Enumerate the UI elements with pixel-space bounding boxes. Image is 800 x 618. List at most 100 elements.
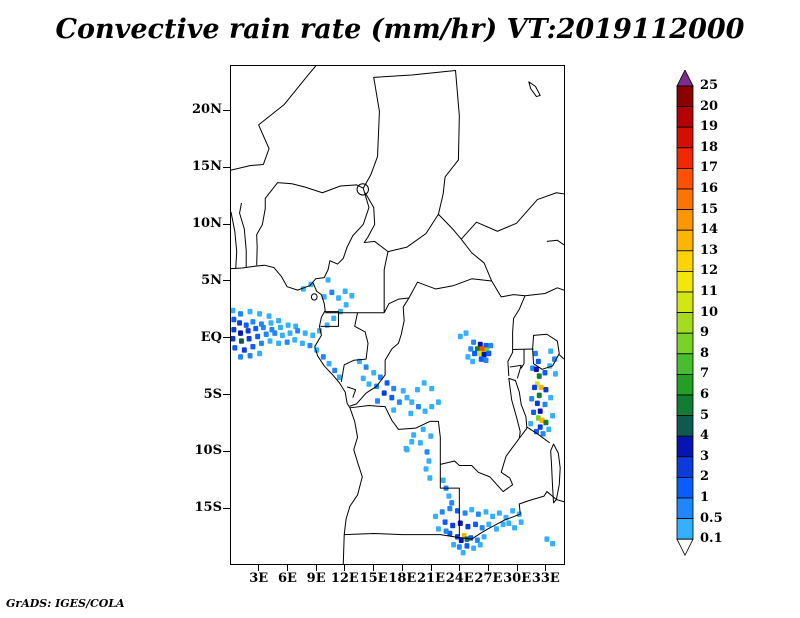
rain-cell (474, 346, 480, 352)
rain-cell (363, 364, 369, 370)
rain-cell (465, 354, 471, 360)
rain-cell (450, 522, 456, 529)
rain-cell (458, 537, 464, 543)
rain-cell (343, 302, 349, 308)
rain-cell (246, 336, 252, 342)
rain-cell (534, 400, 540, 406)
grads-credit: GrADS: IGES/COLA (6, 597, 125, 610)
colorbar-label: 4 (700, 428, 710, 444)
rain-cell (488, 342, 494, 349)
rain-cell (481, 534, 487, 540)
rain-cell (473, 521, 478, 528)
colorbar-label: 7 (700, 366, 710, 382)
rain-cell (336, 295, 341, 301)
rain-cell (293, 323, 299, 330)
rain-cell (552, 371, 558, 377)
x-axis-tick-label: 30E (503, 571, 532, 586)
rain-cell (404, 394, 410, 401)
rain-cell (530, 365, 536, 371)
rain-cell (531, 409, 537, 416)
rain-cell (469, 506, 475, 513)
rain-cell (529, 396, 535, 402)
rain-cell (443, 528, 449, 534)
rain-cell (542, 401, 548, 408)
rain-cell (449, 500, 455, 506)
x-axis-tick-mark (430, 565, 432, 571)
rain-cell (477, 542, 483, 548)
colorbar-box (676, 332, 694, 355)
rain-cell (360, 375, 366, 382)
rain-cell (486, 521, 492, 528)
rain-cell (292, 337, 298, 343)
rain-cell (238, 354, 243, 360)
colorbar-box (676, 126, 694, 149)
colorbar-box (676, 312, 694, 334)
rain-cell (429, 403, 435, 410)
y-axis-tick-mark (223, 280, 230, 282)
x-axis-tick-mark (373, 565, 375, 571)
rain-cell (231, 316, 237, 323)
rain-cell (533, 366, 539, 373)
x-axis-tick-mark (286, 565, 288, 571)
colorbar-box (676, 373, 694, 396)
rain-cell (460, 549, 466, 556)
colorbar-label: 15 (700, 201, 719, 217)
rain-cell (257, 311, 263, 317)
rain-cell (331, 315, 337, 322)
rain-cell (454, 508, 460, 514)
rain-cell (428, 433, 434, 439)
colorbar-cap-top (676, 70, 694, 87)
country-borders-path (231, 66, 564, 539)
rain-cell (255, 333, 261, 340)
rain-cell (245, 328, 251, 334)
rain-cell (540, 431, 546, 437)
rain-cell (536, 392, 542, 399)
colorbar-box (676, 106, 694, 128)
page-title: Convective rain rate (mm/hr) VT:20191120… (55, 14, 745, 45)
colorbar-label: 14 (700, 222, 719, 238)
y-axis-tick-label: 10N (192, 216, 222, 232)
rain-cell (389, 394, 395, 401)
rain-cell (546, 426, 552, 433)
x-axis-tick-mark (487, 565, 489, 571)
rain-cell (478, 356, 484, 362)
colorbar-label: 10 (700, 304, 719, 320)
colorbar-cap-bottom (676, 538, 694, 556)
y-axis-tick-mark (223, 507, 230, 509)
rain-cell (506, 520, 512, 526)
rain-cell (336, 374, 342, 380)
rain-cell (451, 542, 457, 548)
rain-cell (371, 370, 377, 376)
colorbar-box (676, 229, 694, 252)
colorbar-label: 25 (700, 78, 719, 93)
rain-cell (287, 330, 293, 336)
rain-cell (285, 322, 291, 328)
colorbar-label: 0.1 (700, 531, 723, 547)
rain-cell (472, 350, 478, 357)
x-axis-tick-label: 24E (445, 571, 474, 586)
colorbar-label: 13 (700, 242, 719, 258)
rain-cell (536, 373, 542, 379)
rain-cell (447, 530, 453, 537)
rain-cell (391, 385, 397, 392)
x-axis-tick-label: 18E (388, 571, 417, 586)
rain-cell (490, 513, 496, 520)
rain-cell (267, 338, 273, 344)
rain-cell (232, 345, 238, 351)
y-axis-tick-label: 5N (201, 272, 222, 288)
rain-cell (550, 540, 556, 547)
rain-cell (266, 313, 272, 319)
colorbar-label: 17 (700, 160, 719, 176)
colorbar-box (676, 394, 694, 417)
rain-cell (442, 519, 448, 525)
colorbar-label: 12 (700, 263, 719, 279)
colorbar-label: 1 (700, 490, 710, 505)
rain-cell (237, 320, 243, 326)
colorbar-box (676, 250, 694, 272)
rain-cell (483, 509, 489, 515)
rain-cell (429, 385, 435, 392)
rain-cell (462, 510, 468, 516)
colorbar-box (676, 518, 694, 540)
rain-cell (446, 493, 452, 499)
map-svg (231, 66, 564, 564)
